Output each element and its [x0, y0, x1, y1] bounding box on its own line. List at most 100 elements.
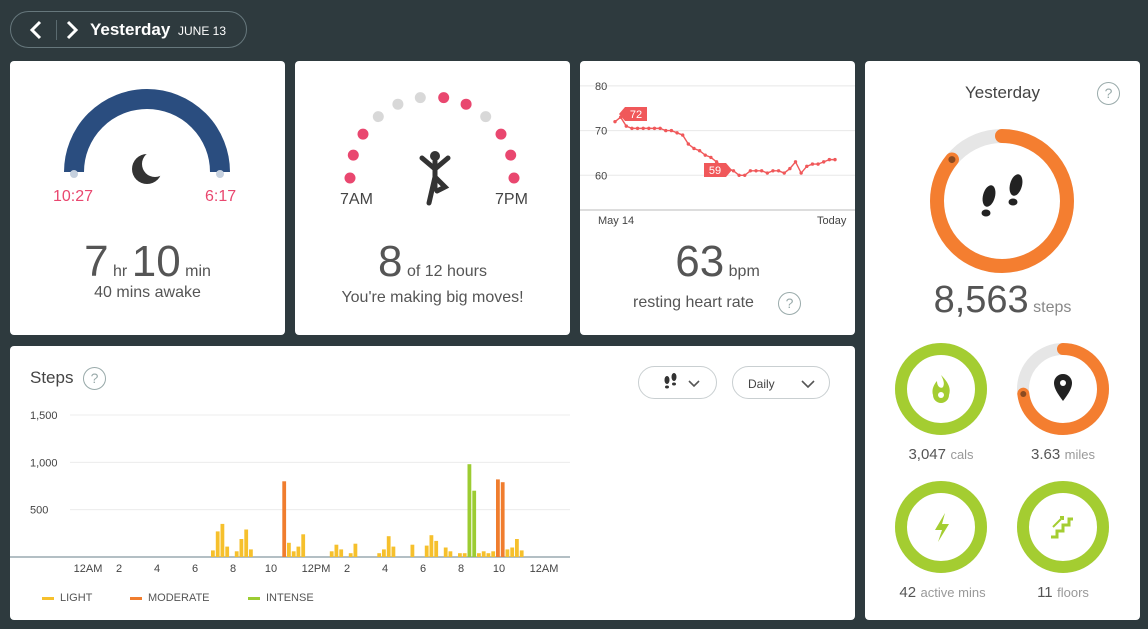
- svg-text:72: 72: [630, 109, 642, 121]
- miles-unit: miles: [1064, 447, 1095, 462]
- floors-ring: [1017, 481, 1109, 573]
- steps-bar: [244, 529, 249, 557]
- heart-point: [765, 171, 770, 175]
- sleep-duration: 7 hr 10 min: [10, 237, 285, 287]
- steps-bar: [348, 553, 353, 557]
- sleep-tile[interactable]: 10:27 6:17 7 hr 10 min 40 mins awake: [10, 61, 285, 335]
- steps-bar: [491, 551, 496, 557]
- heart-point: [827, 157, 832, 162]
- footprints-icon: [981, 174, 1023, 217]
- steps-bar: [458, 553, 462, 557]
- floors-unit: floors: [1057, 585, 1089, 600]
- hour-dot: [495, 128, 507, 140]
- heart-point: [810, 162, 815, 166]
- heart-point: [776, 169, 781, 173]
- steps-bar: [500, 482, 505, 557]
- steps-bar-chart: 1,500 1,000 500 12AM 2 4 6 8 10 12PM 2 4 6 8 10 12AM: [10, 410, 570, 575]
- hour-dot: [372, 111, 384, 123]
- date-navigation: Yesterday JUNE 13: [10, 11, 247, 48]
- steps-bar: [287, 542, 291, 557]
- heart-point: [652, 126, 657, 131]
- heart-point: [759, 169, 764, 173]
- steps-help-icon[interactable]: ?: [83, 367, 106, 390]
- steps-chart-tile: Steps ? Daily 1,500 1,000 500 12AM 2 4 6 8 10 12P…: [10, 346, 855, 620]
- hour-dot: [357, 128, 369, 140]
- chevron-left-icon[interactable]: [26, 19, 48, 41]
- heart-point: [709, 155, 713, 160]
- steps-x-tick: 6: [420, 563, 426, 575]
- steps-bar: [472, 490, 477, 557]
- sleep-minutes: 10: [131, 237, 181, 286]
- period-dropdown[interactable]: Daily: [732, 366, 830, 399]
- heart-point: [748, 169, 753, 173]
- steps-bar: [477, 553, 481, 557]
- standing-person-icon: [419, 151, 451, 206]
- heart-point: [675, 131, 679, 135]
- hourly-activity-tile[interactable]: 7AM 7PM 8 of 12 hours You're making big …: [295, 61, 570, 335]
- steps-total: 8,563 steps: [865, 279, 1140, 322]
- steps-y-tick: 1,000: [30, 457, 58, 469]
- heart-rate-unit: bpm: [728, 263, 760, 280]
- steps-bar: [481, 551, 486, 557]
- metric-dropdown[interactable]: [638, 366, 717, 399]
- heart-point: [692, 146, 696, 151]
- hour-dot: [347, 149, 359, 161]
- sleep-start-dot: [70, 170, 78, 178]
- steps-bar: [467, 464, 472, 557]
- heart-point: [641, 126, 645, 131]
- sleep-start-time: 10:27: [53, 188, 94, 205]
- heart-point: [771, 169, 775, 173]
- moon-icon: [132, 151, 168, 184]
- heart-point: [743, 173, 747, 177]
- heart-point: [799, 171, 803, 175]
- heart-point: [613, 119, 617, 124]
- heart-help-icon[interactable]: ?: [778, 292, 801, 315]
- hourly-message: You're making big moves!: [341, 289, 524, 306]
- date-day-label: Yesterday: [90, 20, 171, 39]
- steps-bar: [334, 544, 339, 557]
- heart-point: [697, 149, 702, 153]
- steps-bar: [377, 553, 382, 557]
- hourly-end-label: 7PM: [495, 191, 528, 208]
- steps-x-tick: 4: [154, 563, 160, 575]
- steps-bar: [496, 479, 500, 557]
- steps-bar: [448, 551, 453, 557]
- floors-value: 11: [1037, 584, 1053, 601]
- steps-ring: [930, 129, 1074, 273]
- heart-point: [833, 157, 837, 162]
- sleep-hours-unit: hr: [113, 263, 128, 280]
- heart-point: [714, 160, 719, 164]
- legend-intense-swatch: [248, 596, 260, 600]
- summary-rings[interactable]: [865, 61, 1140, 620]
- period-dropdown-label: Daily: [748, 377, 775, 391]
- hour-dot: [344, 172, 356, 184]
- flame-icon: [932, 375, 950, 403]
- steps-bar: [234, 551, 239, 557]
- steps-bar: [391, 546, 396, 557]
- steps-bar: [510, 547, 515, 557]
- sleep-awake-text: 40 mins awake: [94, 284, 201, 301]
- chevron-right-icon[interactable]: [60, 19, 82, 41]
- cals-stat: 3,047 cals: [881, 446, 1001, 464]
- hour-dot: [505, 149, 517, 161]
- cals-unit: cals: [950, 447, 974, 462]
- steps-x-tick: 8: [458, 563, 464, 575]
- steps-total-unit: steps: [1033, 299, 1072, 316]
- active-unit: active mins: [920, 585, 986, 600]
- heart-high-label: 72: [619, 107, 647, 121]
- cals-ring: [895, 343, 987, 435]
- heart-point: [680, 133, 685, 137]
- miles-value: 3.63: [1031, 446, 1061, 463]
- summary-help-icon[interactable]: ?: [1097, 82, 1120, 105]
- steps-x-tick: 12PM: [302, 563, 331, 575]
- heart-point: [669, 128, 674, 133]
- legend-intense-label: INTENSE: [266, 592, 314, 604]
- heart-point: [686, 142, 691, 146]
- steps-bar: [505, 549, 510, 557]
- hour-dot: [508, 172, 520, 184]
- steps-bar: [424, 545, 429, 557]
- hour-dot: [438, 92, 450, 104]
- active-value: 42: [899, 584, 917, 601]
- heart-rate-tile[interactable]: 60 70 80 72 59 May 14 Today 63 bpm resting hea…: [580, 61, 855, 335]
- heart-x-end: Today: [817, 215, 847, 227]
